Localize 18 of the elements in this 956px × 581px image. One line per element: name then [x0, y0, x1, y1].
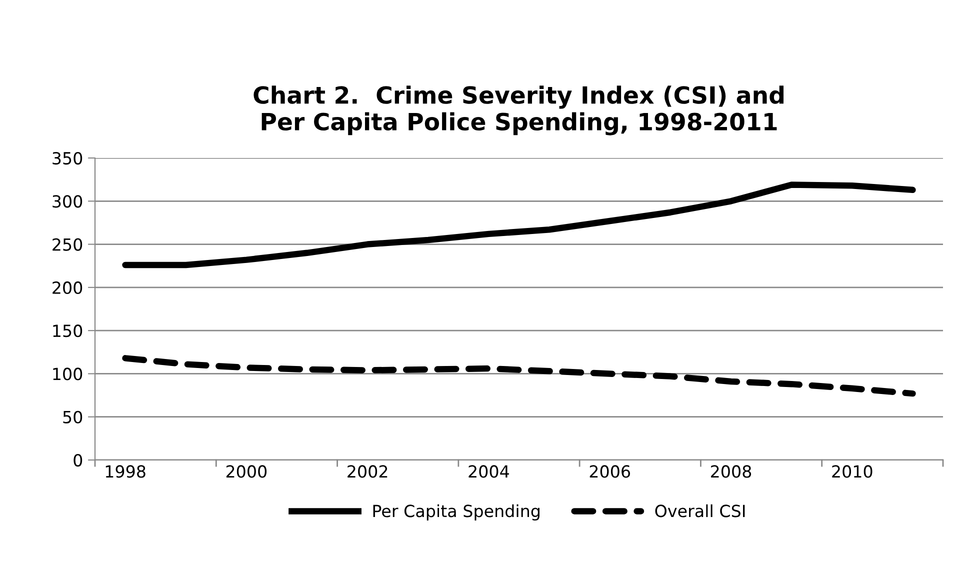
x-tick-label: 2002: [348, 465, 388, 478]
x-tick-label: 2006: [590, 465, 630, 478]
y-tick-label: 50: [63, 410, 82, 424]
x-tick-label: 2008: [711, 465, 752, 478]
x-tick-label: 2004: [468, 465, 509, 478]
chart-title: Chart 2. Crime Severity Index (CSI) and Per Capita Police Spending, 1998-2011: [254, 86, 784, 136]
y-tick-label: 300: [52, 195, 82, 208]
y-tick-label: 150: [53, 324, 82, 338]
y-tick-label: 200: [52, 281, 82, 294]
y-tick-label: 0: [74, 454, 82, 467]
legend-label: Per Capita Spending: [373, 504, 540, 520]
legend-label: Overall CSI: [655, 504, 745, 518]
x-tick-label: 2000: [226, 465, 267, 478]
x-tick-label: 2010: [832, 465, 872, 478]
y-tick-label: 100: [53, 368, 82, 380]
y-tick-label: 350: [52, 152, 82, 165]
y-tick-label: 250: [52, 238, 82, 251]
x-tick-label: 1998: [106, 465, 146, 478]
